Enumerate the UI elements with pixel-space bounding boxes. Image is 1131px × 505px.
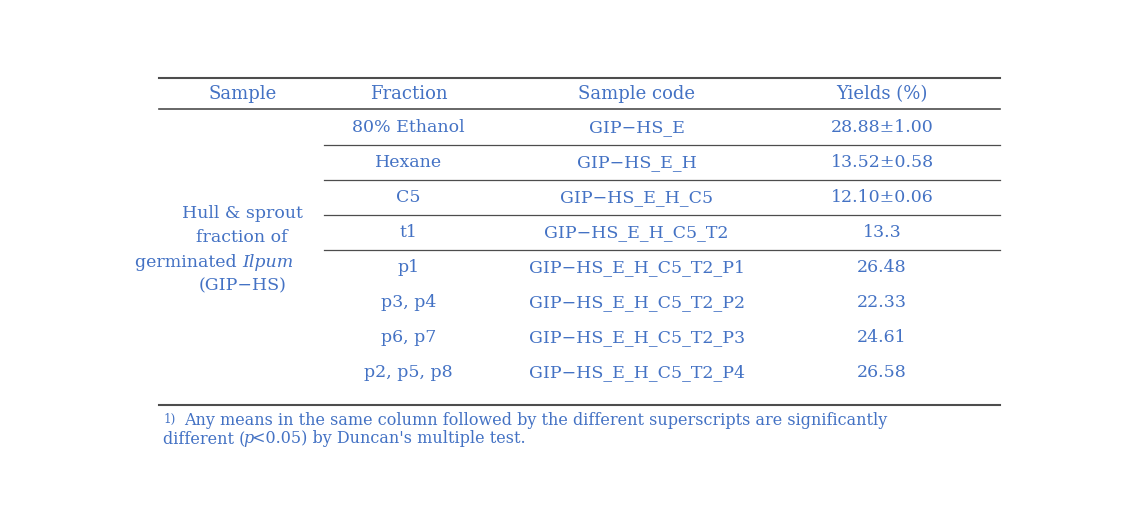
Text: 13.3: 13.3	[863, 224, 901, 241]
Text: 22.33: 22.33	[857, 294, 907, 311]
Text: Any means in the same column followed by the different superscripts are signific: Any means in the same column followed by…	[184, 412, 888, 429]
Text: p: p	[243, 430, 253, 447]
Text: GIP−HS_E_H_C5: GIP−HS_E_H_C5	[560, 189, 714, 206]
Text: Hexane: Hexane	[375, 154, 442, 171]
Text: different (: different (	[163, 430, 245, 447]
Text: Sample: Sample	[208, 85, 276, 103]
Text: p3, p4: p3, p4	[381, 294, 437, 311]
Text: Ilpum: Ilpum	[242, 254, 293, 271]
Text: 26.48: 26.48	[857, 259, 907, 276]
Text: 80% Ethanol: 80% Ethanol	[353, 119, 465, 136]
Text: Fraction: Fraction	[370, 85, 448, 103]
Text: 13.52±0.58: 13.52±0.58	[830, 154, 933, 171]
Text: GIP−HS_E: GIP−HS_E	[588, 119, 684, 136]
Text: GIP−HS_E_H_C5_T2_P3: GIP−HS_E_H_C5_T2_P3	[528, 329, 744, 346]
Text: <0.05) by Duncan's multiple test.: <0.05) by Duncan's multiple test.	[252, 430, 526, 447]
Text: GIP−HS_E_H_C5_T2_P2: GIP−HS_E_H_C5_T2_P2	[528, 294, 744, 311]
Text: 26.58: 26.58	[857, 364, 907, 381]
Text: GIP−HS_E_H_C5_T2_P4: GIP−HS_E_H_C5_T2_P4	[528, 364, 744, 381]
Text: 28.88±1.00: 28.88±1.00	[830, 119, 933, 136]
Text: Sample code: Sample code	[578, 85, 696, 103]
Text: Hull & sprout: Hull & sprout	[182, 206, 303, 222]
Text: 24.61: 24.61	[857, 329, 907, 346]
Text: GIP−HS_E_H: GIP−HS_E_H	[577, 154, 697, 171]
Text: (GIP−HS): (GIP−HS)	[198, 278, 286, 294]
Text: p2, p5, p8: p2, p5, p8	[364, 364, 454, 381]
Text: 12.10±0.06: 12.10±0.06	[830, 189, 933, 206]
Text: GIP−HS_E_H_C5_T2: GIP−HS_E_H_C5_T2	[544, 224, 728, 241]
Text: C5: C5	[397, 189, 421, 206]
Text: GIP−HS_E_H_C5_T2_P1: GIP−HS_E_H_C5_T2_P1	[528, 259, 744, 276]
Text: 1): 1)	[163, 413, 175, 426]
Text: t1: t1	[399, 224, 417, 241]
Text: Yields (%): Yields (%)	[836, 85, 927, 103]
Text: p1: p1	[398, 259, 420, 276]
Text: fraction of: fraction of	[197, 229, 288, 246]
Text: germinated: germinated	[135, 254, 242, 271]
Text: p6, p7: p6, p7	[381, 329, 437, 346]
